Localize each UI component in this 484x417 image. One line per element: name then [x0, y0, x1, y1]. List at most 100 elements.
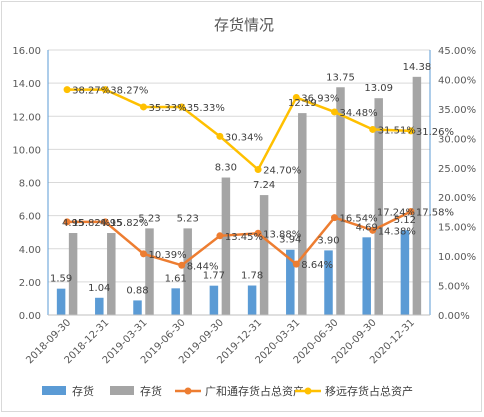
y2-tick-label: 30.00% [438, 134, 476, 145]
line-data-label: 17.58% [416, 207, 454, 218]
line-point [292, 94, 300, 102]
line-data-label: 24.70% [263, 166, 301, 177]
y-tick-label: 12.00 [12, 112, 41, 123]
chart-svg: 存货情况 0.00 2.00 4.00 6.00 8.00 10.00 12.00 14.00… [12, 16, 476, 398]
bar [145, 228, 154, 315]
y2-tick-label: 10.00% [438, 252, 476, 263]
y-tick-label: 6.00 [19, 212, 41, 223]
y2-tick-label: 20.00% [438, 193, 476, 204]
line-point [216, 232, 224, 240]
bar-data-label: 0.88 [126, 285, 148, 296]
line-point [254, 166, 262, 174]
line-data-label: 30.34% [225, 132, 263, 143]
line-point [178, 103, 186, 111]
legend-swatch-bar [110, 386, 134, 395]
line-data-label: 15.82% [110, 218, 148, 229]
line-data-label: 34.48% [340, 108, 378, 119]
bar [209, 285, 219, 315]
line-data-label: 38.27% [72, 86, 110, 97]
legend-label: 移远存货占总资产 [325, 384, 413, 398]
line-point [140, 250, 147, 258]
line-point [369, 125, 377, 133]
line-data-label: 13.88% [263, 229, 301, 240]
bar-data-label: 5.12 [394, 215, 416, 226]
legend-swatch-marker [304, 387, 312, 395]
line-data-label: 35.33% [149, 103, 187, 114]
bar [374, 98, 383, 316]
line-data-label: 35.33% [187, 103, 225, 114]
line-point [101, 86, 109, 94]
line-data-label: 8.44% [187, 261, 219, 272]
y-tick-label: 10.00 [12, 145, 41, 156]
legend: 存货 存货 广和通存货占总资产 移远存货占总资产 [42, 384, 413, 398]
line-data-label: 13.45% [225, 232, 263, 243]
line-point [178, 261, 186, 269]
bar [133, 300, 142, 315]
line-point [63, 86, 71, 94]
line-point [216, 132, 224, 140]
bar-data-label: 5.23 [138, 213, 160, 224]
extra-data-label: 17.24% [377, 207, 415, 218]
bar-data-label: 14.38 [403, 62, 432, 73]
line-point [140, 103, 147, 111]
y2-tick-label: 35.00% [438, 105, 476, 116]
line-point [407, 127, 415, 135]
bar [412, 76, 422, 315]
line-point [331, 214, 338, 222]
line-point [101, 218, 109, 226]
y2-tick-label: 0.00% [438, 311, 470, 322]
bar-data-label: 1.77 [203, 271, 225, 282]
series-line [67, 88, 411, 172]
legend-swatch-marker [184, 387, 192, 395]
line-point [254, 229, 262, 237]
bar [336, 87, 345, 315]
y-tick-label: 16.00 [12, 46, 41, 57]
line-data-label: 31.51% [378, 125, 416, 136]
line-data-label: 16.54% [340, 214, 378, 225]
line-point [292, 260, 300, 268]
bar [286, 249, 295, 315]
bar-data-label: 1.59 [50, 274, 72, 285]
line-data-label: 10.39% [149, 250, 187, 261]
bar-data-label: 13.09 [364, 83, 393, 94]
bar [107, 233, 116, 315]
y-tick-label: 2.00 [19, 278, 41, 289]
legend-swatch-bar [42, 386, 66, 395]
y2-tick-label: 45.00% [438, 46, 476, 57]
bar [400, 230, 410, 315]
bar-data-label: 1.78 [241, 271, 263, 282]
bar [362, 237, 371, 315]
y2-tick-label: 40.00% [438, 75, 476, 86]
y-tick-label: 4.00 [19, 245, 41, 256]
line-point [407, 207, 415, 215]
bar [324, 250, 333, 315]
line-data-label: 8.64% [301, 260, 333, 271]
bar [171, 288, 180, 315]
bar-data-label: 5.23 [177, 213, 199, 224]
bar-data-label: 4.69 [356, 222, 378, 233]
bar [247, 285, 257, 315]
line-data-label: 15.82% [72, 218, 110, 229]
line-point [331, 108, 338, 116]
line-data-label: 38.27% [110, 86, 148, 97]
legend-label: 存货 [72, 384, 94, 398]
bar-data-label: 1.04 [88, 283, 110, 294]
line-data-label: 14.38% [378, 226, 416, 237]
bar-data-label: 4.95 [62, 218, 84, 229]
bar-data-label: 8.30 [215, 163, 237, 174]
bar-data-label: 1.61 [165, 273, 187, 284]
line-data-label: 31.26% [416, 127, 454, 138]
bar [68, 233, 78, 315]
chart-frame: 存货情况 0.00 2.00 4.00 6.00 8.00 10.00 12.00 14.00… [1, 1, 482, 412]
bar-data-label: 3.94 [279, 235, 301, 246]
y-tick-label: 0.00 [19, 311, 41, 322]
chart-title: 存货情况 [214, 16, 274, 34]
legend-label: 存货 [140, 384, 162, 398]
y2-tick-label: 15.00% [438, 223, 476, 234]
series-line [67, 210, 412, 267]
bar-data-label: 13.75 [326, 72, 355, 83]
bar-data-label: 12.19 [288, 98, 317, 109]
bar [259, 195, 269, 315]
bar [95, 297, 104, 315]
bar [183, 228, 192, 315]
